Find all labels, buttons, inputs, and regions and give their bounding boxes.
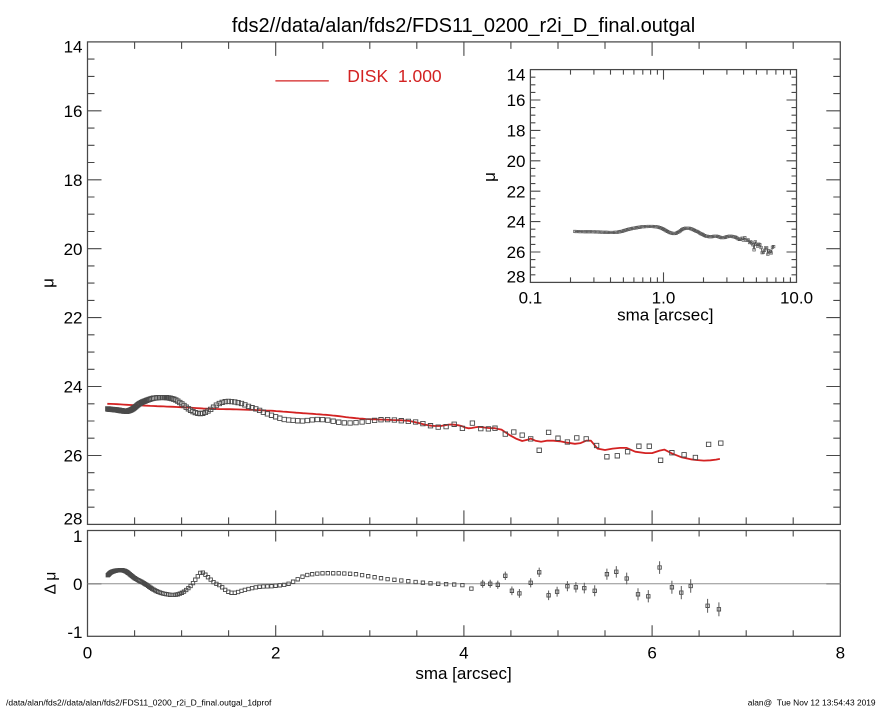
svg-text:sma [arcsec]: sma [arcsec] bbox=[617, 306, 713, 325]
svg-text:28: 28 bbox=[64, 510, 83, 529]
svg-text:/data/alan/fds2//data/alan/fds: /data/alan/fds2//data/alan/fds2/FDS11_02… bbox=[6, 698, 272, 708]
svg-text:1.0: 1.0 bbox=[652, 288, 676, 307]
svg-text:14: 14 bbox=[64, 38, 83, 57]
svg-text:-1: -1 bbox=[67, 623, 82, 642]
svg-text:26: 26 bbox=[64, 447, 83, 466]
svg-text:20: 20 bbox=[507, 152, 526, 171]
svg-text:18: 18 bbox=[507, 122, 526, 141]
svg-text:0.1: 0.1 bbox=[519, 288, 543, 307]
svg-text:8: 8 bbox=[836, 644, 845, 663]
svg-text:2: 2 bbox=[271, 644, 280, 663]
svg-text:26: 26 bbox=[507, 243, 526, 262]
svg-text:fds2//data/alan/fds2/FDS11_020: fds2//data/alan/fds2/FDS11_0200_r2i_D_fi… bbox=[232, 15, 695, 37]
svg-text:22: 22 bbox=[64, 309, 83, 328]
svg-text:16: 16 bbox=[507, 91, 526, 110]
svg-text:6: 6 bbox=[647, 644, 656, 663]
svg-text:alan@ Tue Nov 12 13:54:43 201: alan@ Tue Nov 12 13:54:43 2019 bbox=[748, 698, 876, 708]
svg-text:0: 0 bbox=[83, 644, 92, 663]
svg-text:28: 28 bbox=[507, 268, 526, 287]
svg-text:24: 24 bbox=[64, 378, 83, 397]
svg-text:1: 1 bbox=[73, 527, 82, 546]
svg-text:sma [arcsec]: sma [arcsec] bbox=[415, 664, 511, 683]
svg-text:16: 16 bbox=[64, 102, 83, 121]
svg-text:14: 14 bbox=[507, 66, 526, 85]
svg-text:4: 4 bbox=[459, 644, 468, 663]
svg-text:20: 20 bbox=[64, 240, 83, 259]
svg-text:10.0: 10.0 bbox=[780, 288, 813, 307]
svg-text:DISK 1.000: DISK 1.000 bbox=[347, 66, 442, 86]
svg-text:μ: μ bbox=[39, 278, 58, 288]
svg-text:0: 0 bbox=[73, 575, 82, 594]
svg-text:Δ μ: Δ μ bbox=[43, 572, 60, 595]
svg-text:μ: μ bbox=[480, 172, 499, 182]
svg-text:24: 24 bbox=[507, 213, 526, 232]
svg-text:22: 22 bbox=[507, 182, 526, 201]
svg-text:18: 18 bbox=[64, 171, 83, 190]
